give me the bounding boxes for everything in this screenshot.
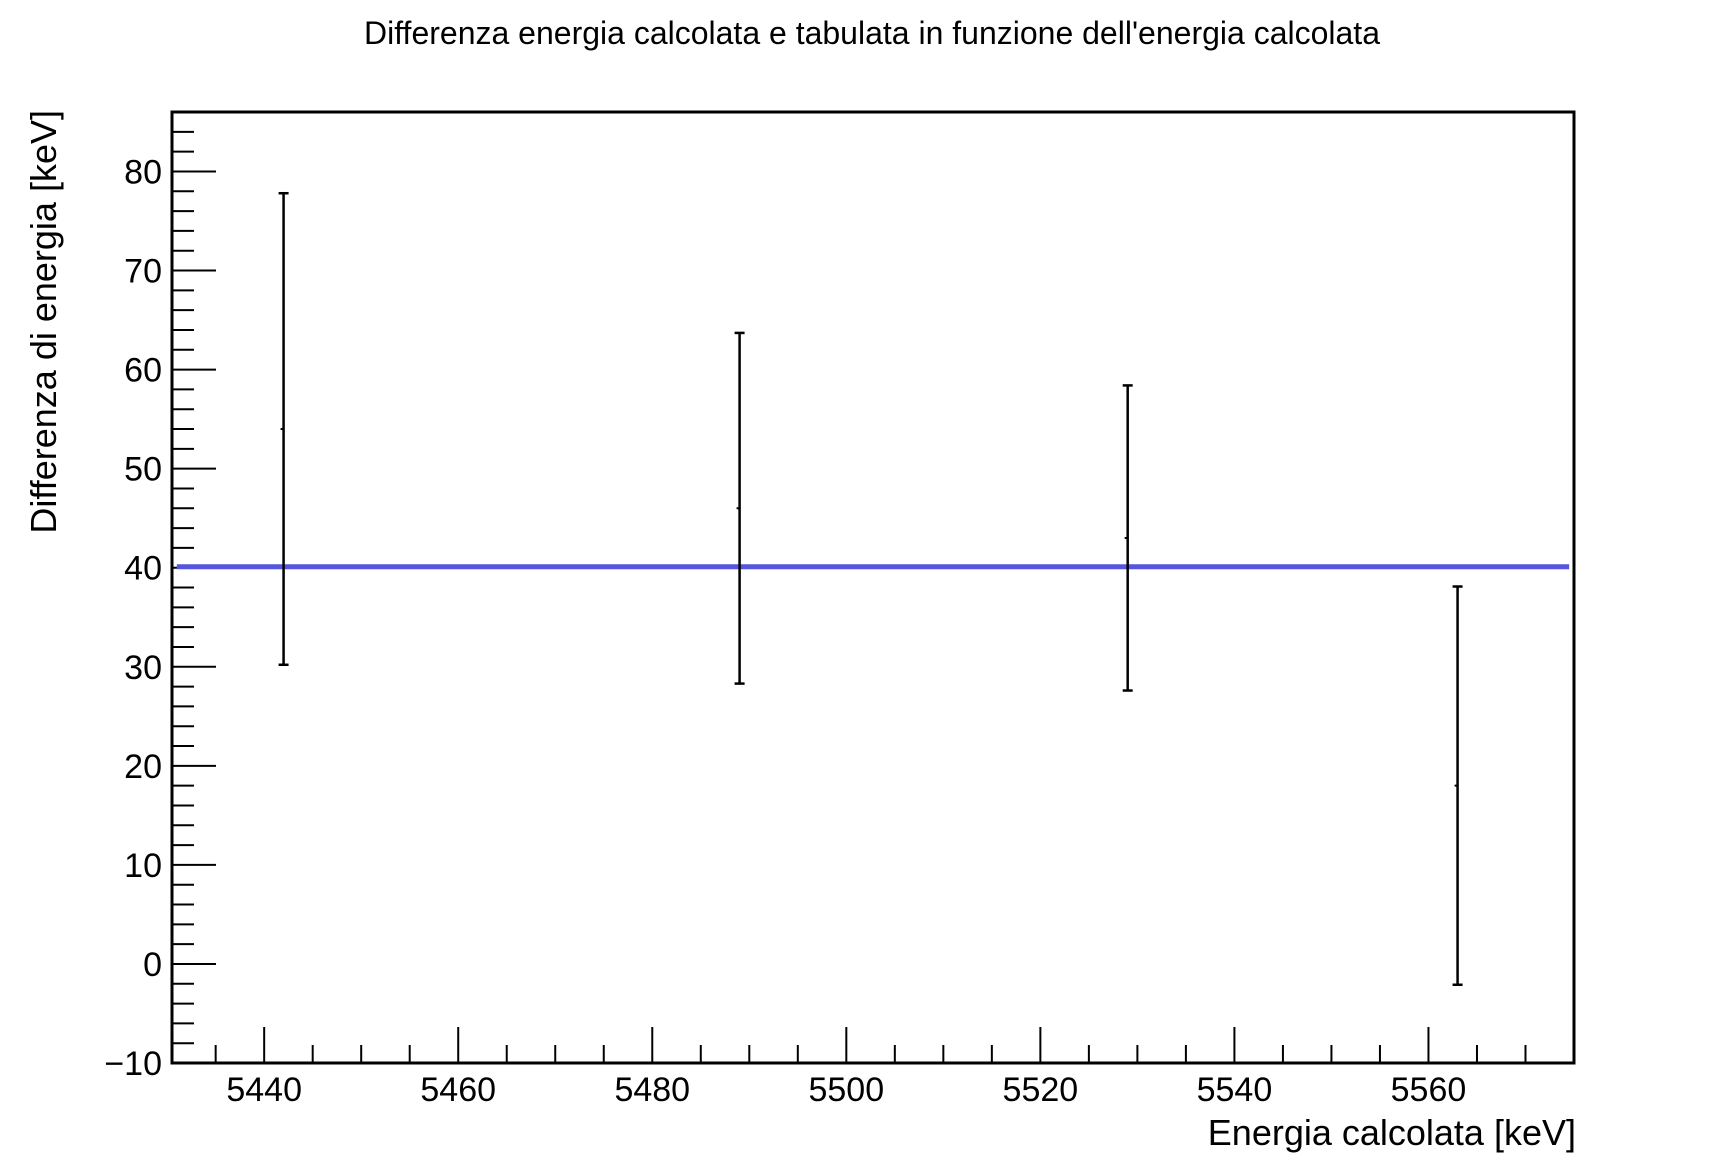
y-tick-label: 50: [124, 451, 162, 489]
x-tick-label: 5460: [420, 1071, 496, 1109]
plot-frame: [170, 110, 1576, 1065]
x-tick-label: 5440: [226, 1071, 302, 1109]
x-tick-label: 5560: [1391, 1071, 1467, 1109]
y-axis-title: Differenza di energia [keV]: [23, 110, 64, 534]
x-tick-label: 5540: [1197, 1071, 1273, 1109]
x-tick-label: 5480: [614, 1071, 690, 1109]
y-tick-label: −10: [104, 1045, 162, 1083]
y-tick-label: 20: [124, 748, 162, 786]
chart-title: Differenza energia calcolata e tabulata …: [364, 15, 1380, 51]
y-tick-label: 30: [124, 649, 162, 687]
y-tick-label: 80: [124, 153, 162, 191]
plot-area: −10 0 10 20 30 40 50 60 70 80 5440 5460 5480 5500 5520…: [104, 110, 1576, 1109]
y-tick-label: 40: [124, 550, 162, 588]
y-tick-label: 10: [124, 847, 162, 885]
x-axis-title: Energia calcolata [keV]: [1208, 1112, 1576, 1153]
x-tick-label: 5520: [1003, 1071, 1079, 1109]
y-tick-label: 60: [124, 352, 162, 390]
y-tick-label: 0: [143, 946, 162, 984]
y-tick-label: 70: [124, 253, 162, 291]
x-tick-label: 5500: [808, 1071, 884, 1109]
